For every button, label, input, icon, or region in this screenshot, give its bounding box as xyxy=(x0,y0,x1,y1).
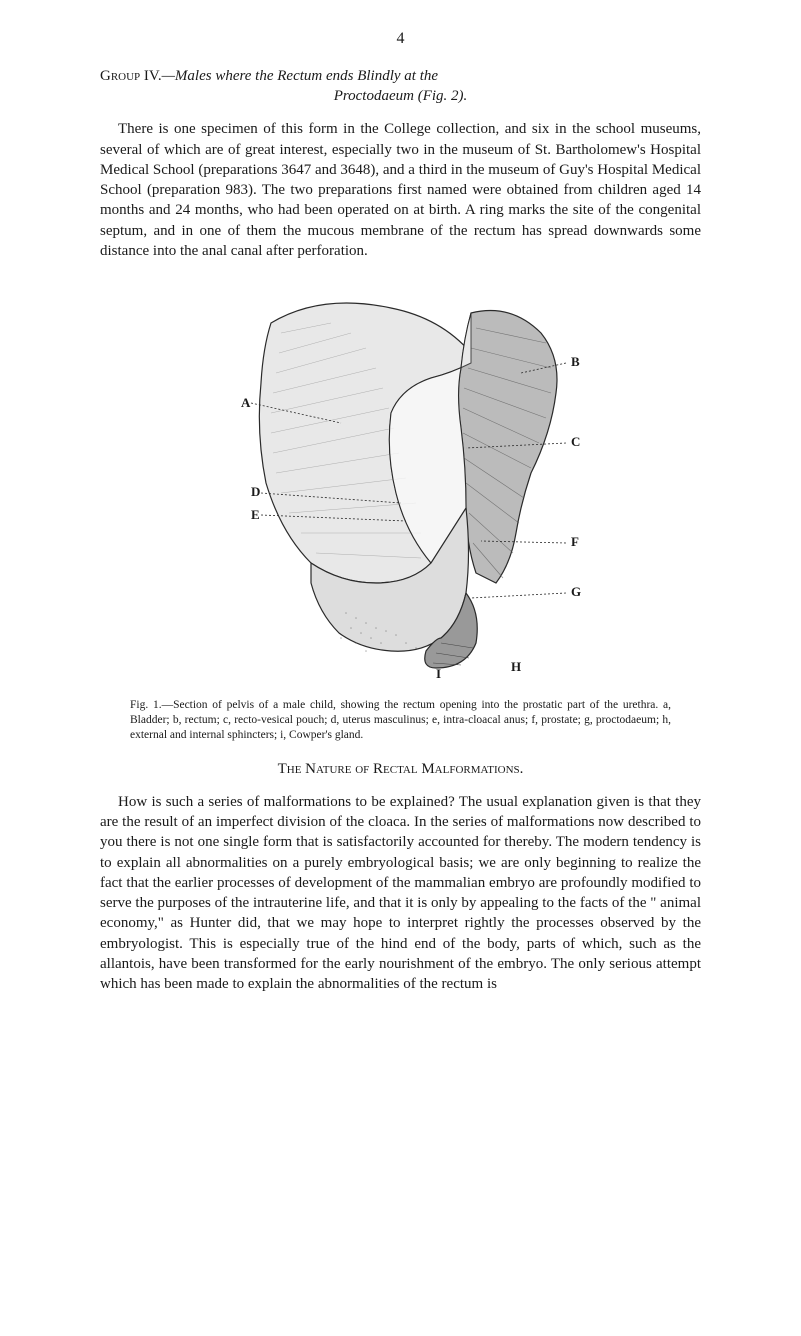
figure-label-i: I xyxy=(436,666,441,681)
paragraph-2: How is such a series of malformations to… xyxy=(100,792,701,995)
figure-label-e: E xyxy=(251,507,260,522)
paragraph-1: There is one specimen of this form in th… xyxy=(100,119,701,261)
anatomical-figure: A B C D E F G H I xyxy=(211,273,591,683)
figure-container: A B C D E F G H I xyxy=(100,273,701,688)
group-label: Group IV. xyxy=(100,68,162,84)
figure-label-b: B xyxy=(571,354,580,369)
figure-label-a: A xyxy=(241,395,251,410)
figure-label-f: F xyxy=(571,534,579,549)
figure-label-d: D xyxy=(251,484,260,499)
group-subtitle: Proctodaeum (Fig. 2). xyxy=(100,88,701,105)
figure-label-g: G xyxy=(571,584,581,599)
page-number: 4 xyxy=(100,30,701,48)
figure-caption: Fig. 1.—Section of pelvis of a male chil… xyxy=(130,698,671,743)
group-heading: Group IV.—Males where the Rectum ends Bl… xyxy=(100,66,701,86)
group-title: —Males where the Rectum ends Blindly at … xyxy=(162,68,438,84)
section-heading: The Nature of Rectal Malformations. xyxy=(100,761,701,778)
figure-label-h: H xyxy=(511,659,521,674)
figure-label-c: C xyxy=(571,434,580,449)
